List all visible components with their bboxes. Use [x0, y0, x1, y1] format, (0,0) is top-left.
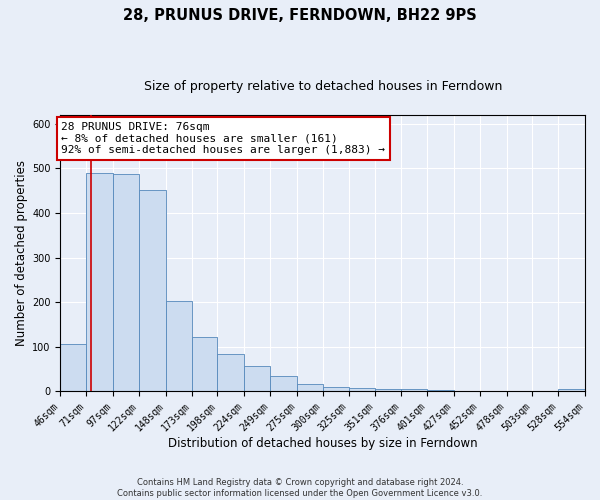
Bar	[323, 386, 349, 391]
Text: Contains HM Land Registry data © Crown copyright and database right 2024.
Contai: Contains HM Land Registry data © Crown c…	[118, 478, 482, 498]
Bar	[139, 190, 166, 391]
Text: 28 PRUNUS DRIVE: 76sqm
← 8% of detached houses are smaller (161)
92% of semi-det: 28 PRUNUS DRIVE: 76sqm ← 8% of detached …	[61, 122, 385, 155]
X-axis label: Distribution of detached houses by size in Ferndown: Distribution of detached houses by size …	[168, 437, 478, 450]
Bar	[86, 173, 113, 391]
Bar	[376, 389, 401, 391]
Bar	[217, 354, 244, 391]
Bar	[427, 390, 454, 391]
Bar	[558, 389, 585, 391]
Bar	[113, 174, 139, 391]
Title: Size of property relative to detached houses in Ferndown: Size of property relative to detached ho…	[143, 80, 502, 93]
Bar	[61, 344, 86, 391]
Text: 28, PRUNUS DRIVE, FERNDOWN, BH22 9PS: 28, PRUNUS DRIVE, FERNDOWN, BH22 9PS	[123, 8, 477, 22]
Bar	[244, 366, 270, 391]
Bar	[270, 376, 297, 391]
Y-axis label: Number of detached properties: Number of detached properties	[15, 160, 28, 346]
Bar	[166, 301, 191, 391]
Bar	[401, 389, 427, 391]
Bar	[349, 388, 376, 391]
Bar	[191, 337, 217, 391]
Bar	[297, 384, 323, 391]
